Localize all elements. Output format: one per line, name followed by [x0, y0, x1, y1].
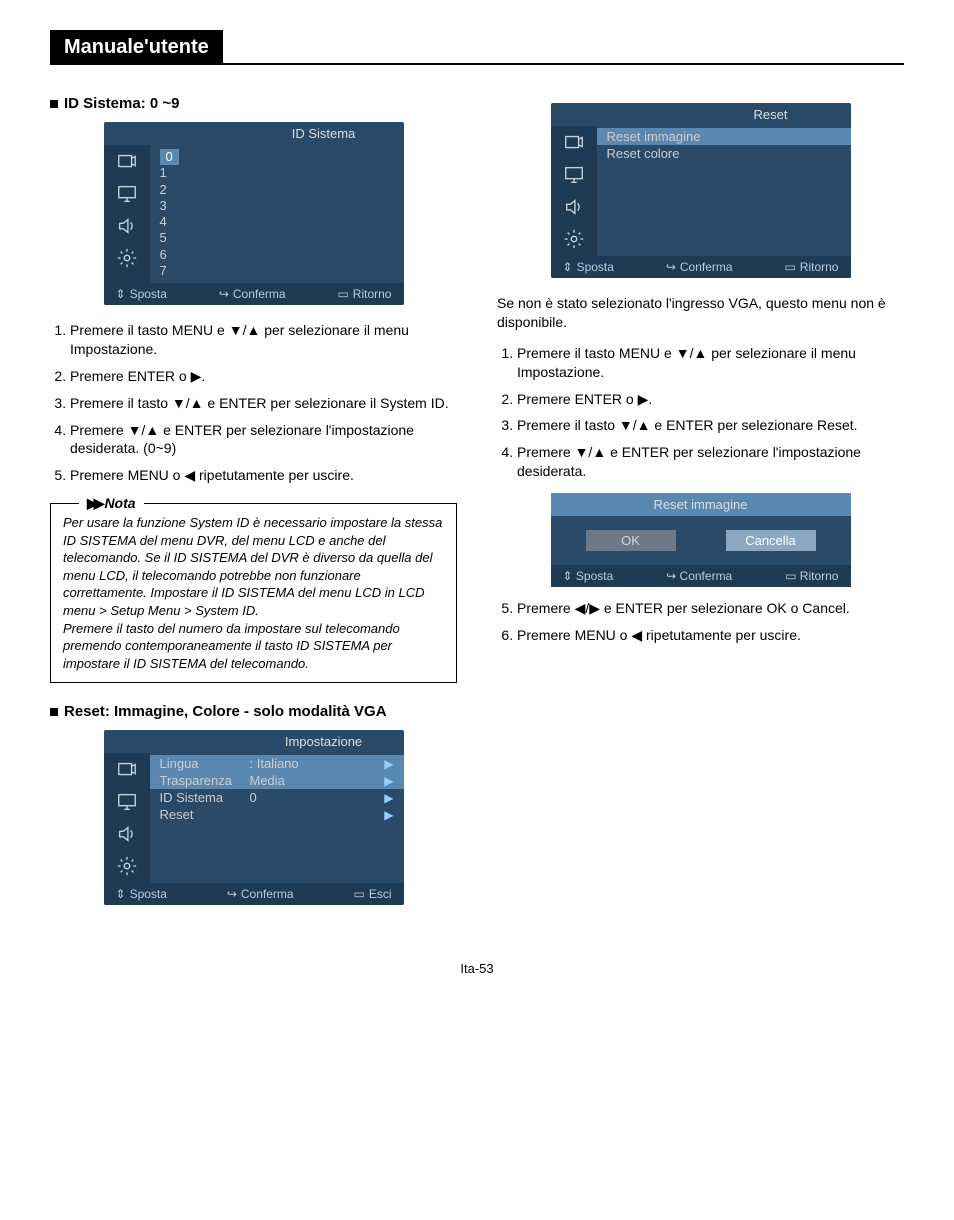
osd-footer-back: ▭ Ritorno: [337, 287, 391, 301]
note-title: Nota: [79, 494, 144, 513]
confirm-footer-move: ⇕ Sposta: [563, 569, 614, 583]
screen-icon: [560, 164, 588, 186]
osd-id-item[interactable]: 1: [160, 165, 167, 180]
note-box: Nota Per usare la funzione System ID è n…: [50, 503, 457, 683]
osd-row-id-sistema[interactable]: ID Sistema 0 ▶: [150, 789, 404, 806]
osd-reset: Reset Reset immagine Reset col: [551, 103, 851, 278]
heading-reset: Reset: Immagine, Colore - solo modalità …: [50, 703, 457, 720]
page-header: Manuale'utente: [50, 30, 223, 65]
osd-footer-move: ⇕ Sposta: [116, 887, 167, 901]
step: Premere ▼/▲ e ENTER per selezionare l'im…: [517, 443, 904, 481]
step: Premere il tasto ▼/▲ e ENTER per selezio…: [517, 416, 904, 435]
osd-footer-confirm: ↪ Conferma: [227, 887, 294, 901]
confirm-ok-button[interactable]: OK: [586, 530, 676, 551]
picture-icon: [560, 132, 588, 154]
osd-row-reset-colore[interactable]: Reset colore: [597, 145, 851, 162]
confirm-title: Reset immagine: [551, 493, 851, 516]
steps-id-sistema: Premere il tasto MENU e ▼/▲ per selezion…: [50, 321, 457, 485]
osd-footer-move: ⇕ Sposta: [563, 260, 614, 274]
osd-id-sistema-title: ID Sistema: [244, 122, 404, 145]
step: Premere il tasto ▼/▲ e ENTER per selezio…: [70, 394, 457, 413]
osd-reset-title: Reset: [691, 103, 851, 126]
osd-footer-back: ▭ Esci: [353, 887, 391, 901]
osd-row-reset[interactable]: Reset ▶: [150, 806, 404, 823]
osd-id-selected[interactable]: 0: [160, 149, 179, 165]
steps-reset: Premere il tasto MENU e ▼/▲ per selezion…: [497, 344, 904, 481]
heading-id-sistema: ID Sistema: 0 ~9: [50, 95, 457, 112]
note-body: Per usare la funzione System ID è necess…: [63, 515, 442, 670]
steps-reset-continued: Premere ◀/▶ e ENTER per selezionare OK o…: [497, 599, 904, 645]
step: Premere ▼/▲ e ENTER per selezionare l'im…: [70, 421, 457, 459]
confirm-footer-back: ▭ Ritorno: [785, 569, 838, 583]
left-column: ID Sistema: 0 ~9 ID Sistema: [50, 95, 457, 921]
osd-id-item[interactable]: 7: [160, 263, 167, 278]
gear-icon: [113, 855, 141, 877]
sound-icon: [113, 823, 141, 845]
para-vga-note: Se non è stato selezionato l'ingresso VG…: [497, 294, 904, 332]
osd-row-trasparenza[interactable]: Trasparenza Media ▶: [150, 772, 404, 789]
osd-sidebar-icons: [104, 145, 150, 283]
sound-icon: [560, 196, 588, 218]
picture-icon: [113, 151, 141, 173]
osd-footer-back: ▭ Ritorno: [784, 260, 838, 274]
page-number: Ita-53: [50, 961, 904, 976]
step: Premere MENU o ◀ ripetutamente per uscir…: [70, 466, 457, 485]
step: Premere MENU o ◀ ripetutamente per uscir…: [517, 626, 904, 645]
osd-footer-move: ⇕ Sposta: [116, 287, 167, 301]
right-column: Reset Reset immagine Reset col: [497, 95, 904, 921]
osd-id-item[interactable]: 6: [160, 247, 167, 262]
gear-icon: [560, 228, 588, 250]
osd-id-list: 0 1 2 3 4 5 6 7: [150, 147, 404, 281]
step: Premere ◀/▶ e ENTER per selezionare OK o…: [517, 599, 904, 618]
step: Premere il tasto MENU e ▼/▲ per selezion…: [517, 344, 904, 382]
sound-icon: [113, 215, 141, 237]
osd-footer-confirm: ↪ Conferma: [666, 260, 733, 274]
osd-confirm-reset: Reset immagine OK Cancella ⇕ Sposta ↪ Co…: [551, 493, 851, 587]
osd-footer-confirm: ↪ Conferma: [219, 287, 286, 301]
osd-row-reset-immagine[interactable]: Reset immagine: [597, 128, 851, 145]
confirm-footer-confirm: ↪ Conferma: [666, 569, 732, 583]
screen-icon: [113, 183, 141, 205]
gear-icon: [113, 247, 141, 269]
screen-icon: [113, 791, 141, 813]
osd-id-sistema: ID Sistema 0 1 2 3: [104, 122, 404, 305]
osd-id-item[interactable]: 4: [160, 214, 167, 229]
osd-sidebar-icons: [551, 126, 597, 256]
osd-id-item[interactable]: 2: [160, 182, 167, 197]
osd-sidebar-icons: [104, 753, 150, 883]
confirm-cancel-button[interactable]: Cancella: [726, 530, 816, 551]
step: Premere ENTER o ▶.: [517, 390, 904, 409]
osd-row-lingua[interactable]: Lingua : Italiano ▶: [150, 755, 404, 772]
picture-icon: [113, 759, 141, 781]
osd-id-item[interactable]: 5: [160, 230, 167, 245]
step: Premere ENTER o ▶.: [70, 367, 457, 386]
step: Premere il tasto MENU e ▼/▲ per selezion…: [70, 321, 457, 359]
osd-impostazione-title: Impostazione: [244, 730, 404, 753]
heading-reset-text: Reset: Immagine, Colore - solo modalità …: [64, 703, 387, 720]
heading-id-sistema-text: ID Sistema: 0 ~9: [64, 95, 179, 112]
osd-impostazione: Impostazione Lingua : Italiano ▶: [104, 730, 404, 905]
osd-id-item[interactable]: 3: [160, 198, 167, 213]
